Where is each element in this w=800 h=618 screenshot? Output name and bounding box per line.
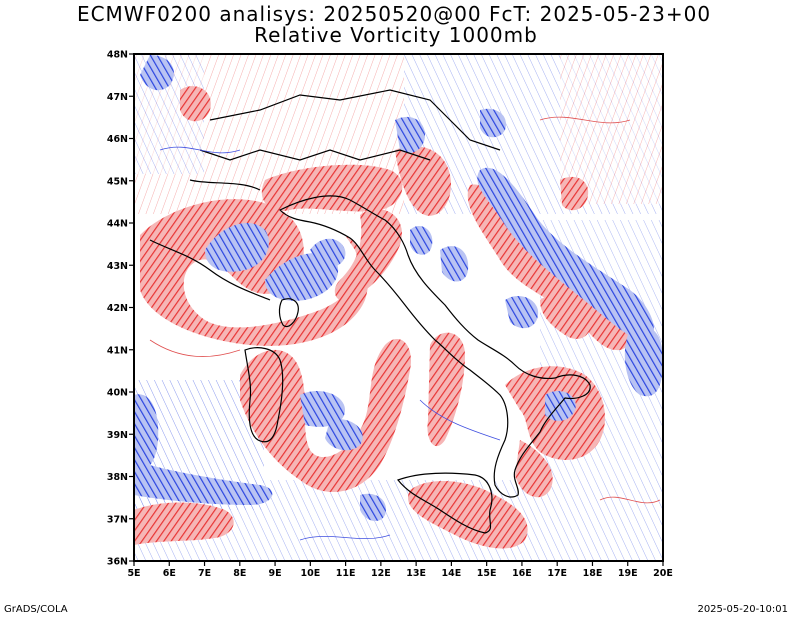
negative-vorticity-bands — [134, 55, 663, 522]
lat-tick-label: 46N — [107, 134, 128, 145]
coastline-italy — [149, 89, 591, 534]
lon-tick-label: 17E — [547, 568, 567, 579]
lon-tick-label: 18E — [583, 568, 603, 579]
contour-field — [134, 54, 663, 561]
footer-software-credit: GrADS/COLA — [4, 604, 68, 615]
lon-tick-label: 14E — [442, 568, 462, 579]
lat-tick-label: 38N — [107, 472, 128, 483]
lon-tick-label: 19E — [618, 568, 638, 579]
lat-tick-label: 37N — [107, 514, 128, 525]
lon-tick-label: 6E — [163, 568, 176, 579]
lat-tick-label: 42N — [107, 303, 128, 314]
lon-tick-label: 5E — [127, 568, 140, 579]
title-line-1: ECMWF0200 analisys: 20250520@00 FcT: 202… — [76, 2, 712, 26]
lat-tick-label: 41N — [107, 345, 128, 356]
lon-tick-label: 9E — [269, 568, 282, 579]
lon-tick-label: 16E — [512, 568, 532, 579]
lat-tick-label: 43N — [107, 261, 128, 272]
lon-tick-label: 7E — [198, 568, 211, 579]
lat-tick-label: 47N — [107, 92, 128, 103]
title-line-2: Relative Vorticity 1000mb — [254, 23, 538, 47]
lon-tick-label: 15E — [477, 568, 497, 579]
lon-tick-label: 11E — [336, 568, 356, 579]
lon-tick-label: 10E — [300, 568, 320, 579]
lon-tick-label: 12E — [371, 568, 391, 579]
lat-tick-label: 40N — [107, 388, 128, 399]
lat-tick-label: 44N — [107, 219, 128, 230]
footer-timestamp: 2025-05-20-10:01 — [697, 604, 788, 615]
longitude-axis: 5E 6E 7E 8E 9E 10E 11E 12E 13E 14E 15E 16E 17E 18E 19E… — [127, 561, 673, 579]
lon-tick-label: 8E — [233, 568, 246, 579]
lat-tick-label: 36N — [107, 557, 128, 568]
minor-contours — [149, 116, 661, 541]
lat-tick-label: 45N — [107, 176, 128, 187]
lat-tick-label: 39N — [107, 430, 128, 441]
lon-tick-label: 13E — [406, 568, 426, 579]
lon-tick-label: 20E — [653, 568, 673, 579]
latitude-axis: 48N 47N 46N 45N 44N 43N 42N 41N 40N 39N 38N 37N 36N — [107, 50, 134, 568]
lat-tick-label: 48N — [107, 50, 128, 61]
